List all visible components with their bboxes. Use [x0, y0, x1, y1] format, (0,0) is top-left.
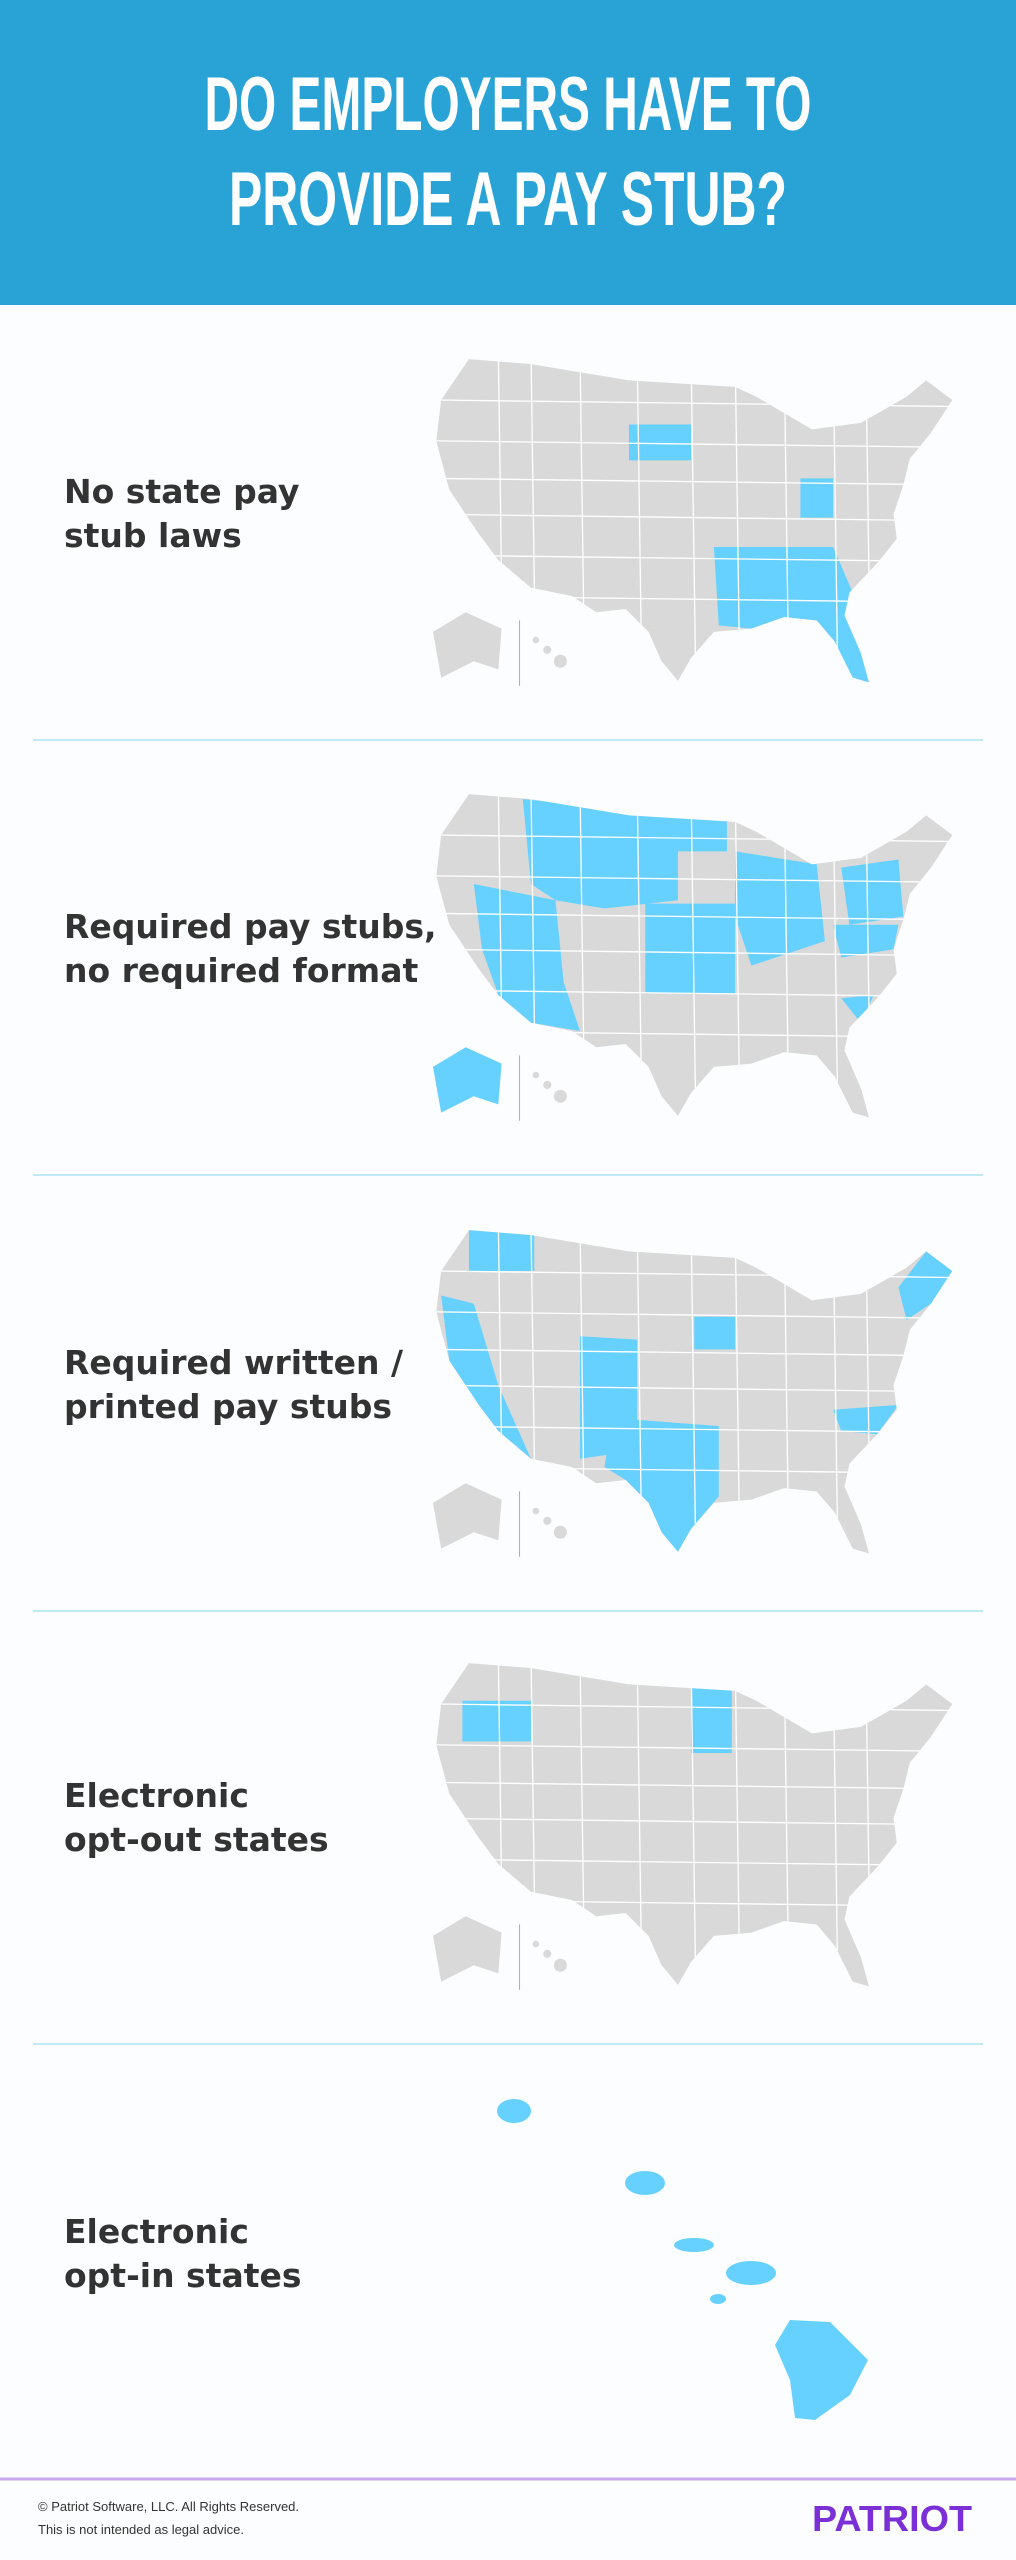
us-outline	[436, 1663, 953, 1987]
state-border	[436, 1425, 953, 1434]
section-label: Required pay stubs,	[64, 907, 437, 946]
state-border	[436, 554, 953, 563]
island	[625, 2171, 665, 2195]
states	[436, 794, 953, 1118]
state-border	[436, 1384, 953, 1393]
island	[775, 2320, 868, 2420]
highlighted-state	[898, 1251, 953, 1320]
title: PROVIDE A PAY STUB?	[229, 157, 787, 242]
sections: No state pay stub laws Required pay stubs,…	[33, 359, 983, 2420]
highlighted-state	[468, 1230, 535, 1271]
state-border	[436, 1817, 953, 1826]
highlighted-state	[841, 995, 874, 1023]
us-map	[433, 1663, 953, 1990]
section-label: Electronic	[64, 2212, 249, 2251]
state-border	[436, 948, 953, 957]
us-map	[433, 1230, 953, 1557]
hawaii	[532, 1507, 540, 1515]
highlighted-state	[841, 859, 904, 925]
section-label: opt-out states	[64, 1820, 329, 1859]
us-outline	[436, 1230, 953, 1554]
hawaii	[543, 1516, 552, 1525]
title: DO EMPLOYERS HAVE TO	[205, 62, 812, 147]
state-border	[690, 359, 697, 683]
highlighted-state	[604, 1417, 719, 1552]
copyright: © Patriot Software, LLC. All Rights Rese…	[38, 2499, 299, 2514]
highlighted-state	[628, 424, 692, 461]
hawaii	[532, 1940, 540, 1948]
state-border	[436, 1348, 953, 1357]
state-border	[690, 794, 697, 1118]
highlighted-state	[645, 903, 736, 994]
section-label: Required written /	[64, 1343, 404, 1382]
section-label: No state pay	[64, 472, 300, 511]
section-label: no required format	[64, 951, 418, 990]
island	[710, 2294, 726, 2304]
island	[497, 2099, 531, 2123]
state-border	[436, 477, 953, 486]
state-border	[690, 1230, 697, 1554]
highlighted-state	[694, 1316, 736, 1350]
section: No state pay stub laws	[33, 359, 983, 741]
section: Required pay stubs, no required format	[33, 794, 983, 1176]
highlighted-state	[713, 546, 870, 683]
state-border	[436, 989, 953, 998]
section-label: printed pay stubs	[64, 1387, 392, 1426]
hawaii	[543, 645, 552, 654]
state-border	[436, 1744, 953, 1753]
state-border	[436, 1858, 953, 1867]
island	[726, 2261, 776, 2285]
highlighted-state	[800, 478, 834, 518]
logo: PATRIOT	[812, 2498, 972, 2539]
section-label: opt-in states	[64, 2256, 302, 2295]
highlighted-state	[441, 1295, 531, 1459]
section-label: stub laws	[64, 516, 242, 555]
alaska	[433, 1483, 502, 1549]
hawaii	[553, 654, 567, 668]
us-map	[433, 794, 953, 1121]
hawaii	[532, 1071, 540, 1079]
highlighted-state	[522, 799, 727, 909]
highlighted-state	[691, 1687, 732, 1753]
hawaii	[553, 1958, 567, 1972]
state-border	[436, 440, 953, 449]
state-border	[436, 1781, 953, 1790]
alaska	[433, 612, 502, 678]
island	[674, 2238, 714, 2252]
state-border	[436, 1311, 953, 1320]
state-border	[690, 1663, 697, 1987]
header-band	[0, 0, 1016, 305]
us-map	[433, 359, 953, 686]
highlighted-state	[462, 1700, 531, 1742]
hawaii	[543, 1949, 552, 1958]
highlighted-state	[833, 924, 899, 958]
section-label: Electronic	[64, 1776, 249, 1815]
alaska	[433, 1916, 502, 1982]
hawaii	[553, 1089, 567, 1103]
us-outline	[436, 359, 953, 683]
state-border	[436, 513, 953, 522]
section: Electronic opt-in states	[64, 2099, 868, 2420]
hawaii	[532, 636, 540, 644]
disclaimer: This is not intended as legal advice.	[38, 2522, 244, 2537]
highlighted-state	[833, 1404, 899, 1435]
section: Required written / printed pay stubs	[33, 1230, 983, 1612]
hawaii	[543, 1080, 552, 1089]
section: Electronic opt-out states	[33, 1663, 983, 2045]
hawaii	[553, 1525, 567, 1539]
state-border	[436, 912, 953, 921]
hawaii-map	[497, 2099, 868, 2420]
alaska	[433, 1047, 502, 1113]
state-border	[436, 875, 953, 884]
